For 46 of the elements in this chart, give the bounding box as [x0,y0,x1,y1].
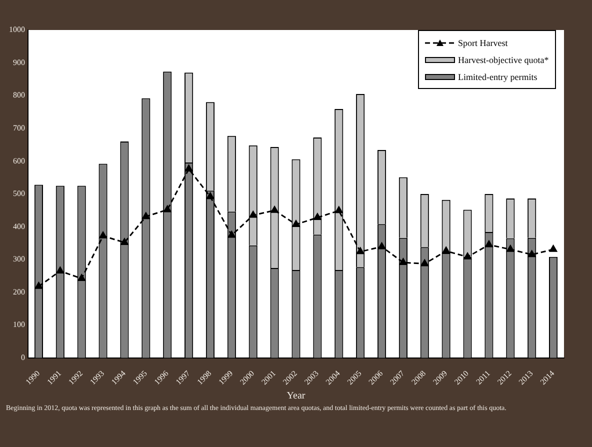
point [378,242,386,250]
y-tick-label: 100 [13,320,25,330]
point [442,246,450,254]
x-tick-label: 1999 [216,368,235,386]
y-tick-label: 500 [13,189,25,198]
x-axis-title: Year [286,390,306,402]
point [485,240,493,248]
y-tick-label: 0 [21,352,25,362]
x-tick-label: 1992 [66,368,84,386]
point [99,232,107,238]
point [185,164,193,172]
point [142,212,150,220]
point [56,266,64,274]
legend-label: Harvest-objective quota* [458,54,549,64]
point [228,231,236,238]
point [356,247,364,254]
y-tick-label: 300 [13,254,25,264]
x-tick-label: 1993 [88,368,106,386]
y-tick-label: 700 [13,123,25,132]
x-tick-label: 2011 [474,368,492,386]
y-tick-label: 200 [13,287,25,296]
legend-label: Sport Harvest [458,38,508,48]
point [292,220,300,227]
legend-label: Limited-entry permits [458,72,538,82]
x-tick-label: 1991 [45,368,64,386]
point [464,252,472,260]
y-tick-label: 400 [13,222,25,231]
y-tick-label: 900 [13,58,25,67]
point [164,205,172,212]
point [550,245,558,252]
point [314,213,322,220]
point [420,260,428,266]
y-tick-label: 1000 [9,25,25,34]
point [506,245,514,252]
point [78,274,86,282]
point [335,206,343,214]
point [528,250,536,258]
point [399,258,407,265]
y-tick-label: 600 [13,156,25,166]
point [34,282,42,289]
x-tick-label: 1990 [24,368,42,386]
point [249,211,257,218]
y-tick-label: 800 [13,90,25,100]
point [120,238,128,245]
point [206,192,214,200]
point [270,206,278,213]
